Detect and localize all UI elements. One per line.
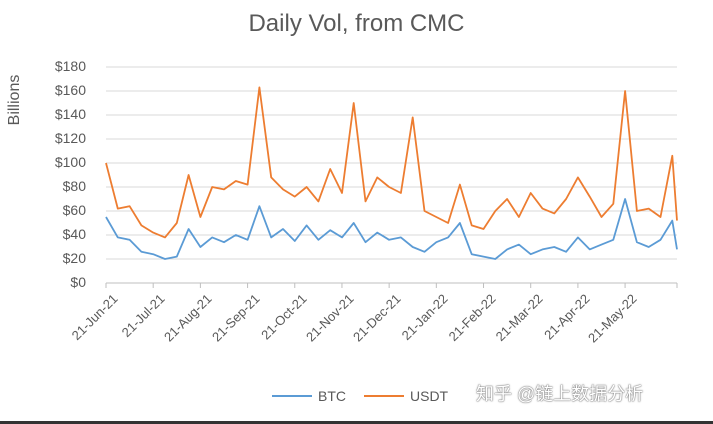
usdt-line-swatch-icon [364,395,404,397]
y-tick-label: $140 [54,106,86,122]
y-tick-label: $20 [62,250,86,266]
chart-title: Daily Vol, from CMC [248,10,465,37]
series-line-btc [105,198,678,260]
y-tick-label: $40 [62,226,86,242]
y-tick-label: $160 [54,82,86,98]
legend-item-usdt: USDT [364,388,448,404]
y-tick-label: $120 [54,130,86,146]
watermark: 知乎 @链上数据分析 [476,384,644,404]
bottom-border [0,421,713,424]
y-tick-label: $60 [62,202,86,218]
btc-line-swatch-icon [272,395,312,397]
legend-label-btc: BTC [318,388,346,404]
legend-item-btc: BTC [272,388,346,404]
legend-label-usdt: USDT [410,388,449,404]
y-tick-label: $180 [54,58,86,74]
y-tick-label: $100 [54,154,86,170]
y-tick-label: $80 [62,178,86,194]
series-line-usdt [105,86,678,239]
legend: BTC USDT [272,388,466,404]
y-tick-label: $0 [70,274,86,290]
